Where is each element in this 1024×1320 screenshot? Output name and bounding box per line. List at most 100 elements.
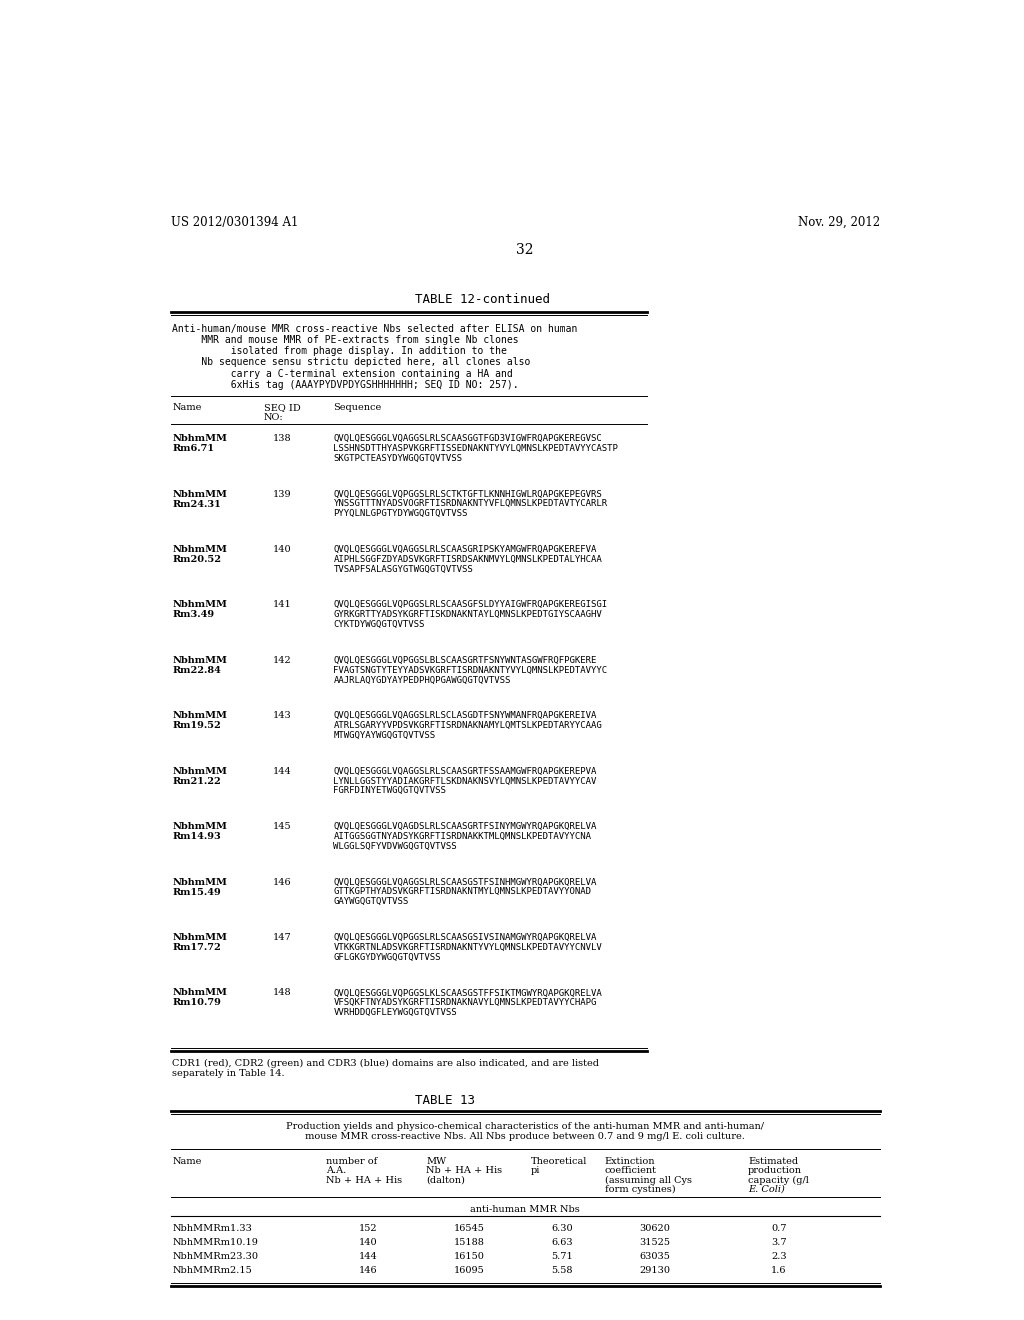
Text: 32: 32 [516, 243, 534, 257]
Text: US 2012/0301394 A1: US 2012/0301394 A1 [171, 216, 298, 230]
Text: 147: 147 [273, 933, 292, 942]
Text: 16150: 16150 [454, 1251, 484, 1261]
Text: Nb + HA + His: Nb + HA + His [326, 1176, 401, 1184]
Text: GAYWGQGTQVTVSS: GAYWGQGTQVTVSS [334, 898, 409, 907]
Text: 6xHis tag (AAAYPYDVPDYGSHHHHHHH; SEQ ID NO: 257).: 6xHis tag (AAAYPYDVPDYGSHHHHHHH; SEQ ID … [172, 380, 519, 389]
Text: separately in Table 14.: separately in Table 14. [172, 1069, 285, 1078]
Text: carry a C-terminal extension containing a HA and: carry a C-terminal extension containing … [172, 368, 513, 379]
Text: QVQLQESGGGLVQAGGSLRLSCLASGDTFSNYWMANFRQAPGKEREIVA: QVQLQESGGGLVQAGGSLRLSCLASGDTFSNYWMANFRQA… [334, 711, 597, 721]
Text: QVQLQESGGGLVQAGGSLRLSCAASGGTFGD3VIGWFRQAPGKEREGVSC: QVQLQESGGGLVQAGGSLRLSCAASGGTFGD3VIGWFRQA… [334, 434, 602, 444]
Text: 16545: 16545 [454, 1224, 484, 1233]
Text: YNSSGTTTNYADSVOGRFTISRDNAKNTYVFLQMNSLKPEDTAVTYCARLR: YNSSGTTTNYADSVOGRFTISRDNAKNTYVFLQMNSLKPE… [334, 499, 607, 508]
Text: 2.3: 2.3 [771, 1251, 786, 1261]
Text: LYNLLGGSTYYADIAKGRFTLSKDNAKNSVYLQMNSLKPEDTAVYYCAV: LYNLLGGSTYYADIAKGRFTLSKDNAKNSVYLQMNSLKPE… [334, 776, 597, 785]
Text: 6.63: 6.63 [551, 1238, 572, 1247]
Text: CYKTDYWGQGTQVTVSS: CYKTDYWGQGTQVTVSS [334, 620, 425, 630]
Text: NbhmMM: NbhmMM [172, 933, 227, 942]
Text: Rm10.79: Rm10.79 [172, 998, 221, 1007]
Text: 0.7: 0.7 [771, 1224, 786, 1233]
Text: Estimated: Estimated [748, 1158, 798, 1166]
Text: 140: 140 [359, 1238, 378, 1247]
Text: Production yields and physico-chemical characteristics of the anti-human MMR and: Production yields and physico-chemical c… [286, 1122, 764, 1131]
Text: Rm17.72: Rm17.72 [172, 942, 221, 952]
Text: 63035: 63035 [640, 1251, 671, 1261]
Text: QVQLQESGGGLVQPGGSLKLSCAASGSTFFSIKTMGWYRQAPGKQRELVA: QVQLQESGGGLVQPGGSLKLSCAASGSTFFSIKTMGWYRQ… [334, 989, 602, 998]
Text: QVQLQESGGGLVQPGGSLBLSCAASGRTFSNYWNTASGWFRQFPGKERE: QVQLQESGGGLVQPGGSLBLSCAASGRTFSNYWNTASGWF… [334, 656, 597, 665]
Text: production: production [748, 1167, 802, 1175]
Text: LSSHNSDTTHYASPVKGRFTISSEDNAKNTYVYLQMNSLKPEDTAVYYCASTP: LSSHNSDTTHYASPVKGRFTISSEDNAKNTYVYLQMNSLK… [334, 444, 618, 453]
Text: pi: pi [531, 1167, 541, 1175]
Text: 5.58: 5.58 [551, 1266, 572, 1275]
Text: AITGGSGGTNYADSYKGRFTISRDNAKKTMLQMNSLKPEDTAVYYCNA: AITGGSGGTNYADSYKGRFTISRDNAKKTMLQMNSLKPED… [334, 832, 592, 841]
Text: QVQLQESGGGLVQAGGSLRLSCAASGRTFSSAAMGWFRQAPGKEREPVA: QVQLQESGGGLVQAGGSLRLSCAASGRTFSSAAMGWFRQA… [334, 767, 597, 776]
Text: (dalton): (dalton) [426, 1176, 465, 1184]
Text: NbhmMM: NbhmMM [172, 434, 227, 444]
Text: Rm21.22: Rm21.22 [172, 776, 221, 785]
Text: QVQLQESGGGLVQAGGSLRLSCAASGSTFSINHMGWYRQAPGKQRELVA: QVQLQESGGGLVQAGGSLRLSCAASGSTFSINHMGWYRQA… [334, 878, 597, 887]
Text: SKGTPCTEASYDYWGQGTQVTVSS: SKGTPCTEASYDYWGQGTQVTVSS [334, 454, 463, 463]
Text: 3.7: 3.7 [771, 1238, 786, 1247]
Text: NbhMMRm10.19: NbhMMRm10.19 [172, 1238, 258, 1247]
Text: isolated from phage display. In addition to the: isolated from phage display. In addition… [172, 346, 507, 356]
Text: NbhMMRm1.33: NbhMMRm1.33 [172, 1224, 252, 1233]
Text: 16095: 16095 [454, 1266, 484, 1275]
Text: NbhmMM: NbhmMM [172, 989, 227, 998]
Text: GYRKGRTTYADSYKGRFTISKDNAKNTAYLQMNSLKPEDTGIYSCAAGHV: GYRKGRTTYADSYKGRFTISKDNAKNTAYLQMNSLKPEDT… [334, 610, 602, 619]
Text: Nb + HA + His: Nb + HA + His [426, 1167, 503, 1175]
Text: 148: 148 [273, 989, 292, 998]
Text: AAJRLAQYGDYAYPEDPHQPGAWGQGTQVTVSS: AAJRLAQYGDYAYPEDPHQPGAWGQGTQVTVSS [334, 676, 511, 685]
Text: 29130: 29130 [640, 1266, 671, 1275]
Text: NbhMMRm2.15: NbhMMRm2.15 [172, 1266, 252, 1275]
Text: (assuming all Cys: (assuming all Cys [604, 1176, 691, 1184]
Text: FVAGTSNGTYTEYYADSVKGRFTISRDNAKNTYVYLQMNSLKPEDTAVYYC: FVAGTSNGTYTEYYADSVKGRFTISRDNAKNTYVYLQMNS… [334, 665, 607, 675]
Text: 1.6: 1.6 [771, 1266, 786, 1275]
Text: MW: MW [426, 1158, 446, 1166]
Text: 15188: 15188 [454, 1238, 484, 1247]
Text: NbhmMM: NbhmMM [172, 490, 227, 499]
Text: NbhmMM: NbhmMM [172, 822, 227, 832]
Text: 144: 144 [273, 767, 292, 776]
Text: E. Coli): E. Coli) [748, 1185, 784, 1193]
Text: TABLE 13: TABLE 13 [415, 1094, 475, 1107]
Text: NbhmMM: NbhmMM [172, 601, 227, 610]
Text: QVQLQESGGGLVQAGGSLRLSCAASGRIPSKYAMGWFRQAPGKEREFVA: QVQLQESGGGLVQAGGSLRLSCAASGRIPSKYAMGWFRQA… [334, 545, 597, 554]
Text: Anti-human/mouse MMR cross-reactive Nbs selected after ELISA on human: Anti-human/mouse MMR cross-reactive Nbs … [172, 323, 578, 334]
Text: Nb sequence sensu strictu depicted here, all clones also: Nb sequence sensu strictu depicted here,… [172, 358, 530, 367]
Text: Nov. 29, 2012: Nov. 29, 2012 [798, 216, 880, 230]
Text: 140: 140 [273, 545, 292, 554]
Text: VVRHDDQGFLEYWGQGTQVTVSS: VVRHDDQGFLEYWGQGTQVTVSS [334, 1008, 457, 1018]
Text: Rm6.71: Rm6.71 [172, 444, 214, 453]
Text: Rm20.52: Rm20.52 [172, 554, 221, 564]
Text: NbhmMM: NbhmMM [172, 711, 227, 721]
Text: 30620: 30620 [640, 1224, 671, 1233]
Text: GFLGKGYDYWGQGTQVTVSS: GFLGKGYDYWGQGTQVTVSS [334, 953, 441, 962]
Text: form cystines): form cystines) [604, 1185, 675, 1193]
Text: MMR and mouse MMR of PE-extracts from single Nb clones: MMR and mouse MMR of PE-extracts from si… [172, 335, 519, 345]
Text: NbhmMM: NbhmMM [172, 767, 227, 776]
Text: 142: 142 [273, 656, 292, 665]
Text: VTKKGRTNLADSVKGRFTISRDNAKNTYVYLQMNSLKPEDTAVYYCNVLV: VTKKGRTNLADSVKGRFTISRDNAKNTYVYLQMNSLKPED… [334, 942, 602, 952]
Text: NbhmMM: NbhmMM [172, 656, 227, 665]
Text: Rm22.84: Rm22.84 [172, 665, 221, 675]
Text: A.A.: A.A. [326, 1167, 346, 1175]
Text: number of: number of [326, 1158, 377, 1166]
Text: Rm19.52: Rm19.52 [172, 721, 221, 730]
Text: WLGGLSQFYVDVWGQGTQVTVSS: WLGGLSQFYVDVWGQGTQVTVSS [334, 842, 457, 851]
Text: 152: 152 [359, 1224, 378, 1233]
Text: 144: 144 [358, 1251, 378, 1261]
Text: NbhMMRm23.30: NbhMMRm23.30 [172, 1251, 258, 1261]
Text: Name: Name [172, 404, 202, 412]
Text: Rm15.49: Rm15.49 [172, 887, 221, 896]
Text: AIPHLSGGFZDYADSVKGRFTISRDSAKNMVYLQMNSLKPEDTALYHCAA: AIPHLSGGFZDYADSVKGRFTISRDSAKNMVYLQMNSLKP… [334, 554, 602, 564]
Text: coefficient: coefficient [604, 1167, 656, 1175]
Text: MTWGQYAYWGQGTQVTVSS: MTWGQYAYWGQGTQVTVSS [334, 731, 435, 741]
Text: FGRFDINYETWGQGTQVTVSS: FGRFDINYETWGQGTQVTVSS [334, 787, 446, 796]
Text: anti-human MMR Nbs: anti-human MMR Nbs [470, 1205, 580, 1214]
Text: 139: 139 [273, 490, 292, 499]
Text: QVQLQESGGGLVQPGGSLRLSCAASGSIVSINAMGWYRQAPGKQRELVA: QVQLQESGGGLVQPGGSLRLSCAASGSIVSINAMGWYRQA… [334, 933, 597, 942]
Text: PYYQLNLGPGTYDYWGQGTQVTVSS: PYYQLNLGPGTYDYWGQGTQVTVSS [334, 510, 468, 519]
Text: 141: 141 [273, 601, 292, 610]
Text: QVQLQESGGGLVQPGGSLRLSCAASGFSLDYYAIGWFRQAPGKEREGISGI: QVQLQESGGGLVQPGGSLRLSCAASGFSLDYYAIGWFRQA… [334, 601, 607, 610]
Text: 145: 145 [273, 822, 292, 832]
Text: capacity (g/l: capacity (g/l [748, 1176, 809, 1184]
